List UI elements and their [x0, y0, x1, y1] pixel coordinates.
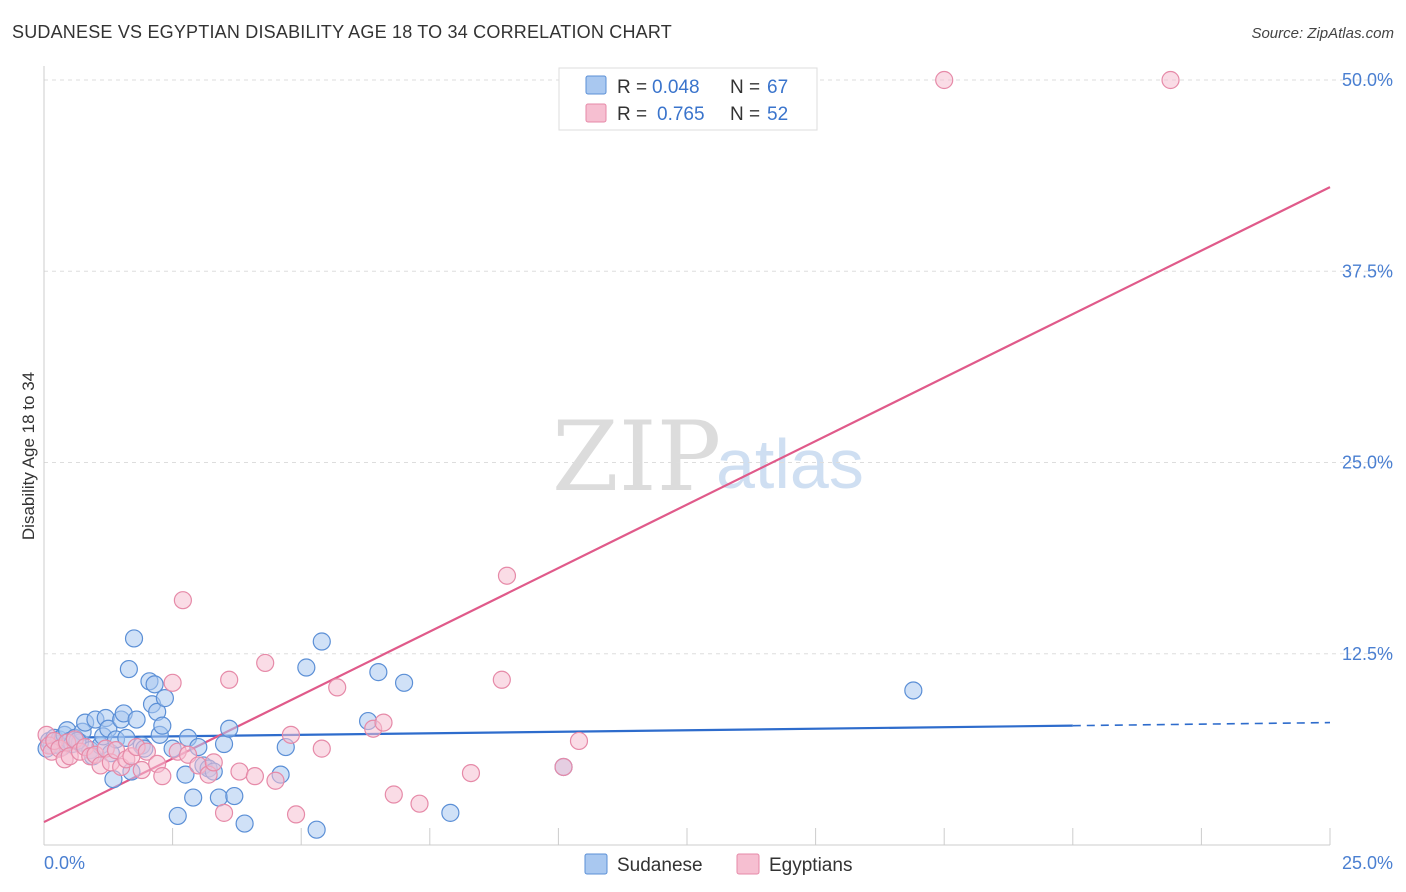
- point-egyptians-31[interactable]: [204, 753, 223, 772]
- point-sudanese-58[interactable]: [312, 632, 331, 651]
- y-axis-label: Disability Age 18 to 34: [19, 372, 38, 540]
- point-sudanese-30[interactable]: [127, 710, 146, 729]
- point-egyptians-49[interactable]: [554, 757, 573, 777]
- series-legend: Sudanese Egyptians: [584, 853, 852, 876]
- point-egyptians-50[interactable]: [569, 731, 589, 751]
- point-sudanese-60[interactable]: [369, 663, 388, 682]
- point-sudanese-64[interactable]: [904, 681, 923, 700]
- legend-n-value-sudanese: 67: [767, 77, 788, 98]
- point-egyptians-41[interactable]: [328, 678, 347, 697]
- point-egyptians-25[interactable]: [163, 673, 182, 692]
- series-legend-label-sudanese[interactable]: Sudanese: [617, 855, 703, 876]
- point-sudanese-61[interactable]: [394, 673, 414, 692]
- point-sudanese-62[interactable]: [441, 803, 460, 822]
- trend-line-extension-sudanese: [1072, 721, 1331, 727]
- point-egyptians-44[interactable]: [384, 785, 403, 804]
- point-sudanese-35[interactable]: [145, 675, 164, 694]
- series-legend-swatch-sudanese[interactable]: [584, 853, 608, 875]
- point-sudanese-27[interactable]: [119, 659, 138, 679]
- grid-layer: [44, 79, 1392, 655]
- chart-title: SUDANESE VS EGYPTIAN DISABILITY AGE 18 T…: [12, 22, 672, 42]
- legend-r-value-egyptians: 0.765: [657, 104, 705, 125]
- point-sudanese-42[interactable]: [176, 765, 195, 784]
- point-egyptians-21[interactable]: [132, 760, 151, 780]
- point-egyptians-37[interactable]: [266, 771, 285, 790]
- watermark-zip: ZIP: [552, 401, 721, 513]
- point-egyptians-40[interactable]: [312, 739, 331, 758]
- point-egyptians-38[interactable]: [281, 725, 301, 744]
- point-egyptians-33[interactable]: [220, 670, 239, 689]
- legend-swatch-egyptians: [585, 103, 607, 123]
- trend-line-sudanese: [43, 724, 1073, 739]
- legend-swatch-sudanese: [585, 75, 607, 95]
- point-sudanese-39[interactable]: [155, 689, 174, 708]
- point-egyptians-35[interactable]: [245, 767, 265, 786]
- legend-n-label-sudanese: N =: [730, 77, 760, 98]
- y-tick-label-2: 37.5%: [1342, 261, 1393, 281]
- point-sudanese-50[interactable]: [214, 734, 234, 754]
- source-label: Source: ZipAtlas.com: [1251, 25, 1394, 42]
- point-egyptians-24[interactable]: [153, 767, 172, 786]
- legend-n-label-egyptians: N =: [730, 104, 760, 125]
- y-tick-label-0: 12.5%: [1342, 644, 1393, 664]
- point-egyptians-32[interactable]: [214, 803, 234, 822]
- point-sudanese-44[interactable]: [184, 788, 203, 807]
- series-legend-swatch-egyptians[interactable]: [736, 853, 760, 875]
- point-sudanese-57[interactable]: [307, 820, 326, 839]
- legend-r-label-sudanese: R =: [617, 77, 647, 98]
- series-legend-label-egyptians[interactable]: Egyptians: [769, 855, 852, 876]
- legend-r-label-egyptians: R =: [617, 104, 647, 125]
- point-egyptians-45[interactable]: [410, 794, 429, 813]
- point-egyptians-39[interactable]: [286, 805, 306, 824]
- legend-n-value-egyptians: 52: [767, 104, 788, 125]
- point-sudanese-29[interactable]: [124, 629, 144, 648]
- x-tick-label-max: 25.0%: [1342, 853, 1393, 873]
- points-layer: [37, 70, 1180, 839]
- point-sudanese-53[interactable]: [235, 814, 254, 833]
- point-sudanese-38[interactable]: [153, 716, 172, 735]
- correlation-legend: R = 0.048 N = 67 R = 0.765 N = 52: [558, 67, 818, 131]
- trend-line-egyptians: [43, 186, 1331, 824]
- axis-layer: [43, 66, 1331, 846]
- point-egyptians-36[interactable]: [256, 653, 275, 673]
- tick-layer: 12.5% 25.0% 37.5% 50.0% 0.0% 25.0%: [44, 70, 1393, 873]
- point-egyptians-27[interactable]: [173, 591, 192, 610]
- legend-r-value-sudanese: 0.048: [652, 77, 700, 98]
- point-egyptians-43[interactable]: [374, 713, 393, 732]
- watermark-atlas: atlas: [716, 425, 864, 503]
- point-egyptians-46[interactable]: [461, 763, 481, 783]
- point-sudanese-52[interactable]: [225, 786, 244, 806]
- point-sudanese-51[interactable]: [220, 719, 239, 738]
- point-egyptians-52[interactable]: [1161, 70, 1180, 90]
- point-sudanese-56[interactable]: [297, 658, 316, 677]
- point-sudanese-49[interactable]: [209, 788, 228, 807]
- point-sudanese-41[interactable]: [168, 806, 187, 826]
- y-tick-label-1: 25.0%: [1342, 453, 1393, 473]
- point-egyptians-51[interactable]: [935, 70, 954, 90]
- x-tick-label-min: 0.0%: [44, 853, 85, 873]
- point-egyptians-22[interactable]: [137, 742, 156, 761]
- trend-layer: [43, 186, 1331, 824]
- point-egyptians-47[interactable]: [492, 670, 511, 689]
- point-egyptians-48[interactable]: [497, 566, 517, 585]
- point-egyptians-34[interactable]: [230, 762, 249, 781]
- y-tick-label-3: 50.0%: [1342, 70, 1393, 90]
